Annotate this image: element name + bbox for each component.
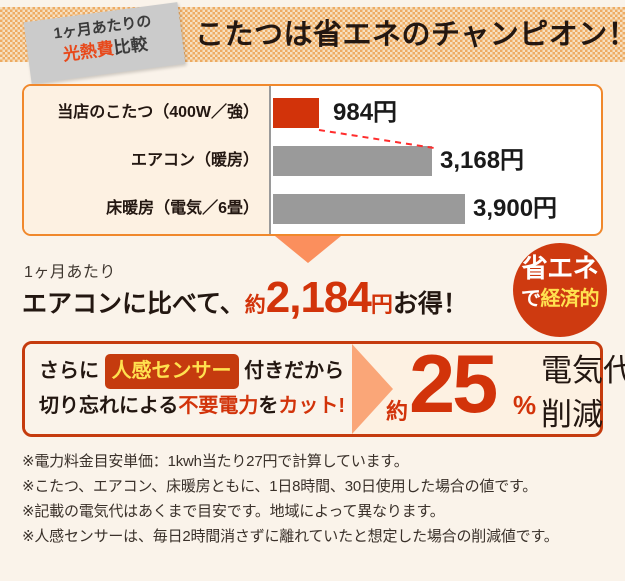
footnotes: ※電力料金目安単価：1kwh当たり27円で計算しています。 ※こたつ、エアコン、… <box>22 449 622 549</box>
sensor-pill-badge: 人感センサー <box>104 354 239 389</box>
sensor-line-2: 切り忘れによる不要電力をカット! <box>39 390 345 422</box>
savings-prefix: エアコンに比べて、 <box>22 290 245 318</box>
eco-badge-line-2: で経済的 <box>513 284 607 314</box>
footnote-item: ※記載の電気代はあくまで目安です。地域によって異なります。 <box>22 503 445 520</box>
reduction-percent-number: 25 <box>409 337 498 430</box>
savings-main-line: エアコンに比べて、約2,184円お得！ <box>22 276 468 330</box>
reduction-approx: 約 <box>386 399 409 424</box>
sensor-feature-panel: さらに 人感センサー 付きだから 切り忘れによる不要電力をカット! <box>22 341 603 437</box>
bar-kotatsu <box>273 98 319 128</box>
reduction-figure: 約 25 % 電気代 削減 <box>386 338 625 436</box>
sensor-line2-prefix: 切り忘れによる <box>39 395 179 417</box>
chart-label-pane: 当店のこたつ（400W／強） エアコン（暖房） 床暖房（電気／6畳） <box>24 86 271 234</box>
footnote-item: ※人感センサーは、毎日2時間消さずに離れていたと想定した場合の削減値です。 <box>22 528 559 545</box>
reduction-word-2: 削減 <box>541 397 603 432</box>
chart-label-row: 当店のこたつ（400W／強） <box>24 96 269 130</box>
sensor-line1-suffix: 付きだから <box>244 360 345 382</box>
chart-category-label: 当店のこたつ（400W／強） <box>57 104 259 121</box>
footnote-item: ※電力料金目安単価：1kwh当たり27円で計算しています。 <box>22 453 409 470</box>
chart-plot-area: 984円 3,168円 3,900円 <box>273 86 601 234</box>
savings-amount: 2,184 <box>265 273 372 322</box>
down-arrow-icon <box>275 236 341 263</box>
savings-approx: 約 <box>244 294 266 317</box>
bar-value-label: 984円 <box>333 99 398 126</box>
eco-badge-line-1: 省エネ <box>521 253 599 283</box>
savings-suffix: お得！ <box>392 290 468 318</box>
sensor-line1-prefix: さらに <box>39 360 99 382</box>
bar-value-label: 3,900円 <box>473 195 558 222</box>
chart-label-row: エアコン（暖房） <box>24 144 269 178</box>
footnote-item: ※こたつ、エアコン、床暖房ともに、1日8時間、30日使用した場合の値です。 <box>22 478 538 495</box>
sensor-line-1: さらに 人感センサー 付きだから <box>39 354 344 389</box>
sensor-line2-highlight-2: カット! <box>278 395 346 417</box>
tag-highlight: 光熱費 <box>61 38 116 65</box>
sensor-line2-highlight-1: 不要電力 <box>178 395 259 417</box>
reduction-word-1: 電気代 <box>541 353 625 388</box>
bar-aircon <box>273 146 432 176</box>
savings-currency: 円 <box>370 292 393 317</box>
eco-badge: 省エネ で経済的 <box>513 243 607 337</box>
chart-label-row: 床暖房（電気／6畳） <box>24 192 269 226</box>
bar-floor-heating <box>273 194 465 224</box>
bar-value-label: 3,168円 <box>440 147 525 174</box>
chart-bar-row: 3,168円 <box>273 144 601 178</box>
savings-period-label: 1ヶ月あたり <box>24 264 116 281</box>
tag-rest: 比較 <box>112 34 149 58</box>
chart-category-label: エアコン（暖房） <box>130 152 259 169</box>
reduction-percent-sign: % <box>513 390 537 420</box>
eco-badge-highlight: 経済的 <box>540 288 600 310</box>
chart-bar-row: 984円 <box>273 96 601 130</box>
chart-category-label: 床暖房（電気／6畳） <box>106 200 259 217</box>
cost-comparison-chart: 当店のこたつ（400W／強） エアコン（暖房） 床暖房（電気／6畳） 984円 … <box>22 84 603 236</box>
chart-bar-row: 3,900円 <box>273 192 601 226</box>
sensor-line2-particle: を <box>258 395 279 417</box>
savings-statement: 1ヶ月あたり エアコンに比べて、約2,184円お得！ <box>22 258 522 320</box>
right-chevron-icon <box>352 344 393 434</box>
eco-badge-prefix: で <box>521 288 541 310</box>
page-title: こたつは省エネのチャンピオン！ <box>195 19 625 51</box>
